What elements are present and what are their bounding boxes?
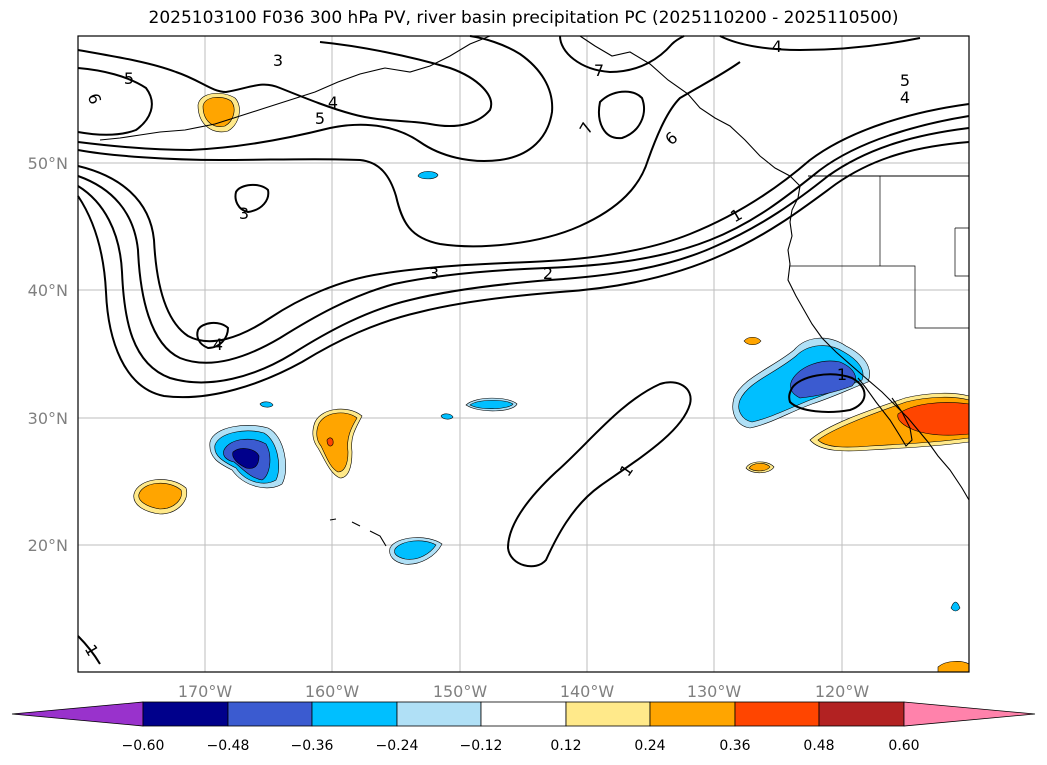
shade-blue-147w <box>469 400 514 409</box>
colorbar-swatch-5 <box>480 701 567 727</box>
clabel-1-california: 1 <box>837 365 847 384</box>
colorbar-extend-low <box>11 701 144 727</box>
colorbar-ticks: −0.60 −0.48 −0.36 −0.24 −0.12 0.12 0.24 … <box>122 738 920 754</box>
colorbar-swatch-1 <box>142 701 229 727</box>
colorbar-swatch-7 <box>649 701 736 727</box>
colorbar-swatch-6 <box>565 701 651 727</box>
clabel-2-wave: 2 <box>543 264 553 283</box>
clabel-3-north: 3 <box>273 51 283 70</box>
contour-7-north <box>559 35 685 74</box>
colorbar-extend-high <box>903 701 1036 727</box>
coastlines <box>99 35 970 547</box>
clabel-3-closed: 3 <box>239 204 249 223</box>
colorbar-swatch-8 <box>734 701 820 727</box>
lat-label-20n: 20°N <box>28 536 68 555</box>
clabel-4-north: 4 <box>772 37 782 56</box>
contour-4-north <box>719 35 921 52</box>
colorbar-swatch-2 <box>227 701 313 727</box>
pv-contours <box>77 35 970 665</box>
map-frame <box>77 35 970 673</box>
shade-red-160w <box>326 437 334 447</box>
map-title: 2025103100 F036 300 hPa PV, river basin … <box>148 8 899 28</box>
contour-6 <box>77 61 741 248</box>
contour-3-wave <box>77 115 970 364</box>
precip-shading <box>133 92 970 673</box>
colorbar-tick: −0.36 <box>291 738 334 754</box>
contour-4-wave <box>77 103 970 343</box>
colorbar-swatch-9 <box>818 701 905 727</box>
clabel-5-west: 5 <box>124 69 134 88</box>
lon-label-130w: 130°W <box>687 682 742 701</box>
clabel-5-aleutian: 5 <box>315 109 325 128</box>
contour-5-north <box>77 41 493 128</box>
contour-1-subtropical <box>506 381 692 568</box>
shade-blue-hawaii <box>394 540 437 560</box>
shade-darkblue-west <box>232 448 260 469</box>
clabel-4-closed: 4 <box>213 335 223 354</box>
shade-orange-160w <box>316 412 358 473</box>
colorbar-tick: 0.48 <box>803 738 834 754</box>
latitude-axis: 50°N 40°N 30°N 20°N <box>28 154 68 555</box>
coast-west-us <box>787 185 970 501</box>
colorbar-swatch-4 <box>396 701 482 727</box>
coast-alaska-bc <box>579 35 801 187</box>
colorbar-tick: −0.60 <box>122 738 165 754</box>
lat-label-40n: 40°N <box>28 281 68 300</box>
contour-5-west <box>77 67 153 136</box>
colorbar-tick: 0.12 <box>550 738 581 754</box>
shade-orange-speck <box>748 463 771 472</box>
clabel-3-wave: 3 <box>429 264 439 283</box>
lon-label-150w: 150°W <box>433 682 488 701</box>
colorbar-tick: −0.12 <box>460 738 503 754</box>
shade-orange-speck-2 <box>743 336 762 346</box>
coast-baja <box>857 377 913 447</box>
longitude-axis: 170°W 160°W 150°W 140°W 130°W 120°W <box>178 682 870 701</box>
shade-blue-speck-2 <box>440 413 454 420</box>
colorbar-tick: −0.24 <box>376 738 419 754</box>
colorbar-tick: −0.48 <box>207 738 250 754</box>
contour-1-wave <box>77 141 970 399</box>
clabel-4-aleutian: 4 <box>328 93 338 112</box>
shade-orange-sw <box>138 482 182 510</box>
lon-label-160w: 160°W <box>305 682 360 701</box>
contour-3-closed <box>234 184 270 214</box>
shade-blue-small-north <box>417 171 439 180</box>
colorbar-tick: 0.60 <box>888 738 919 754</box>
shade-midblue-california <box>790 360 856 399</box>
lon-label-120w: 120°W <box>815 682 870 701</box>
lon-label-170w: 170°W <box>178 682 233 701</box>
lon-label-140w: 140°W <box>560 682 615 701</box>
coast-hawaii <box>329 518 387 547</box>
shade-blue-speck-3 <box>950 601 961 612</box>
lat-label-30n: 30°N <box>28 409 68 428</box>
lat-label-50n: 50°N <box>28 154 68 173</box>
clabel-5-east: 5 <box>900 71 910 90</box>
colorbar-tick: 0.24 <box>634 738 665 754</box>
clabel-7-north: 7 <box>594 61 604 80</box>
colorbar-tick: 0.36 <box>719 738 750 754</box>
clabel-4-east: 4 <box>900 88 910 107</box>
contour-2-wave <box>77 127 970 384</box>
colorbar-swatch-3 <box>311 701 398 727</box>
shade-blue-speck-1 <box>259 401 274 408</box>
contour-4-central <box>77 35 554 163</box>
contour-1-california <box>788 373 866 413</box>
contour-7-closed <box>598 90 645 140</box>
contour-1-sw <box>77 635 101 665</box>
shade-orange-aleutian <box>202 97 235 127</box>
colorbar <box>11 701 1036 727</box>
